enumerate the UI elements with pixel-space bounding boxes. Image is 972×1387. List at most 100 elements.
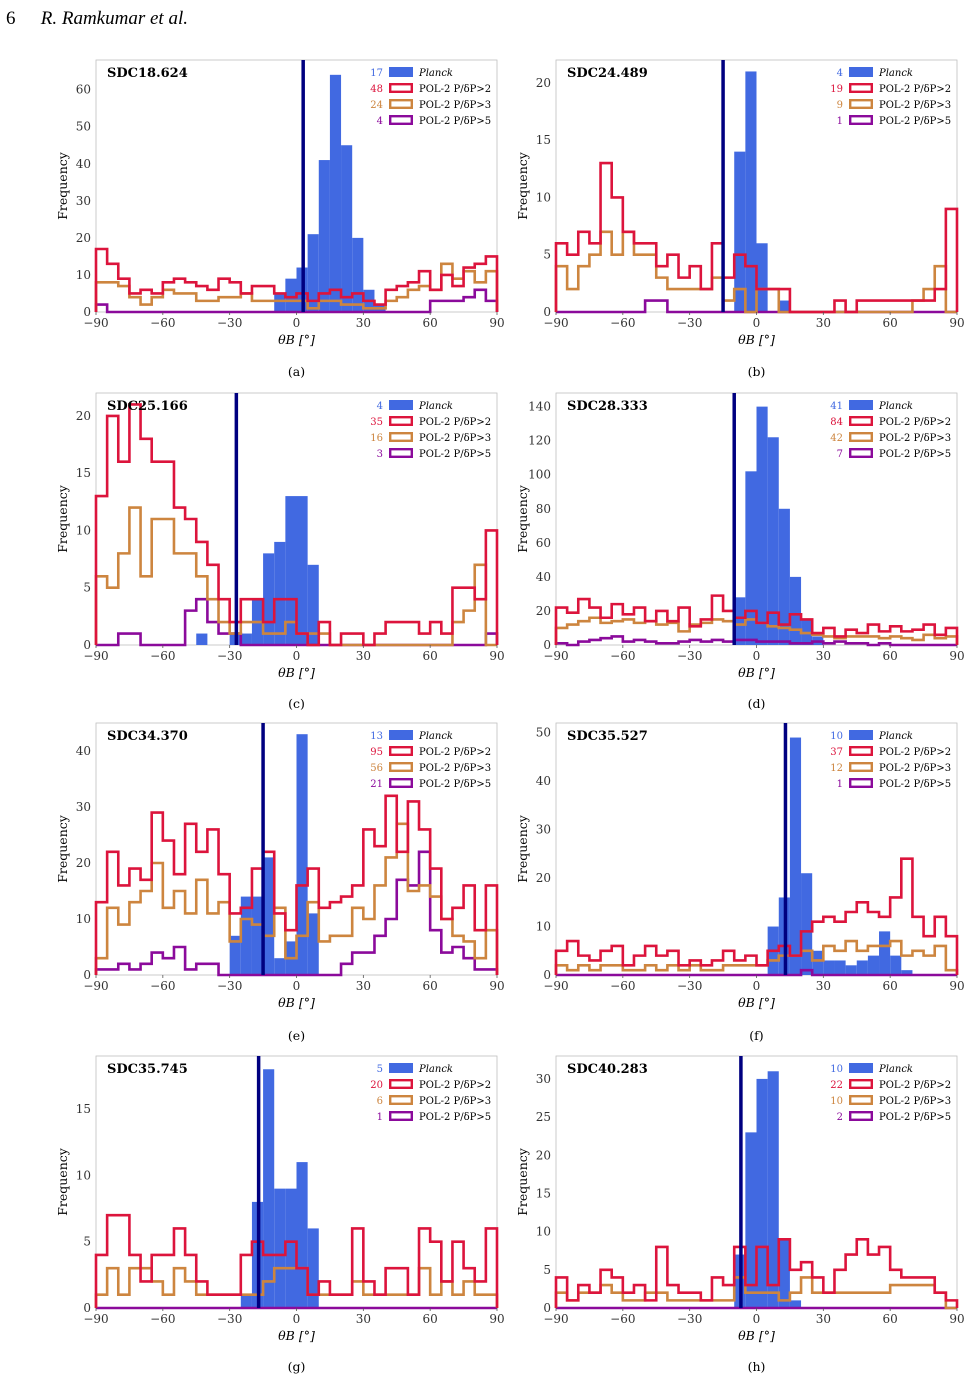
x-tick-label: 0 bbox=[293, 1312, 301, 1326]
legend-swatch bbox=[849, 1094, 874, 1105]
planck-bar bbox=[767, 1071, 779, 1308]
y-tick-label: 10 bbox=[76, 1168, 91, 1182]
planck-bar bbox=[307, 234, 319, 312]
planck-bar bbox=[745, 471, 757, 645]
legend-label: POL-2 P/δP>2 bbox=[419, 1080, 491, 1091]
page-header: 6 R. Ramkumar et al. bbox=[6, 8, 188, 30]
legend-label: Planck bbox=[878, 1064, 913, 1075]
legend-label: POL-2 P/δP>2 bbox=[879, 1080, 951, 1091]
planck-bar bbox=[767, 437, 779, 645]
pol2-snr5-step bbox=[554, 635, 957, 647]
pol2-snr3-step bbox=[94, 506, 497, 647]
x-axis-label: θB [°] bbox=[278, 332, 315, 347]
legend-label: Planck bbox=[418, 68, 453, 79]
legend-swatch bbox=[849, 1110, 874, 1121]
panel-caption: (d) bbox=[748, 696, 766, 711]
planck-bar bbox=[778, 1239, 790, 1308]
y-axis-label: Frequency bbox=[515, 151, 530, 220]
legend-count: 24 bbox=[370, 100, 383, 111]
planck-bar bbox=[801, 873, 813, 975]
pol2-snr5-step bbox=[556, 968, 957, 977]
y-axis-label: Frequency bbox=[55, 151, 70, 220]
x-tick-label: −90 bbox=[83, 316, 108, 330]
x-tick-label: −90 bbox=[83, 649, 108, 663]
legend-swatch bbox=[849, 1063, 873, 1073]
y-tick-label: 0 bbox=[543, 305, 551, 319]
panel-title: SDC28.333 bbox=[567, 399, 648, 414]
y-tick-label: 0 bbox=[543, 638, 551, 652]
legend-count: 4 bbox=[377, 401, 383, 412]
x-tick-label: 60 bbox=[423, 1312, 438, 1326]
pol2-snr5-step bbox=[94, 850, 499, 977]
planck-bar bbox=[318, 160, 330, 312]
planck-bar bbox=[285, 1188, 297, 1308]
panel-title: SDC24.489 bbox=[567, 66, 648, 81]
legend-count: 37 bbox=[830, 747, 843, 758]
y-tick-label: 40 bbox=[536, 570, 551, 584]
legend-count: 56 bbox=[370, 763, 383, 774]
y-tick-label: 50 bbox=[76, 120, 91, 134]
planck-bar bbox=[296, 1162, 308, 1308]
x-tick-label: −90 bbox=[543, 649, 568, 663]
y-tick-label: 50 bbox=[536, 726, 551, 740]
planck-bar bbox=[879, 931, 891, 975]
x-tick-label: 0 bbox=[753, 1312, 761, 1326]
panel-caption: (a) bbox=[288, 364, 305, 379]
legend-swatch bbox=[389, 1078, 414, 1089]
y-axis-label: Frequency bbox=[55, 1147, 70, 1216]
y-tick-label: 20 bbox=[536, 871, 551, 885]
legend-swatch bbox=[849, 98, 874, 109]
planck-bar bbox=[240, 633, 252, 645]
legend-label: POL-2 P/δP>2 bbox=[419, 417, 491, 428]
planck-bar bbox=[789, 737, 802, 975]
x-tick-label: −30 bbox=[217, 1312, 242, 1326]
running-title: R. Ramkumar et al. bbox=[40, 8, 188, 29]
plot-frame bbox=[555, 722, 958, 976]
x-tick-label: −60 bbox=[150, 649, 175, 663]
pol2-snr2-step bbox=[94, 403, 499, 647]
x-tick-label: −90 bbox=[83, 1312, 108, 1326]
planck-bar bbox=[789, 576, 802, 645]
legend-count: 4 bbox=[837, 68, 843, 79]
legend-label: POL-2 P/δP>3 bbox=[419, 100, 491, 111]
y-tick-label: 40 bbox=[76, 744, 91, 758]
histogram-panel-1: −90 −60 −30 0 30 60 90 0 10 20 30 40 50 60 θB [°] Frequ… bbox=[55, 59, 505, 379]
planck-bar bbox=[789, 1300, 802, 1308]
legend-count: 10 bbox=[830, 731, 843, 742]
legend-count: 12 bbox=[830, 763, 843, 774]
y-tick-label: 40 bbox=[536, 774, 551, 788]
panel-title: SDC35.745 bbox=[107, 1062, 188, 1077]
legend-swatch bbox=[389, 432, 414, 443]
x-tick-label: 60 bbox=[423, 979, 438, 993]
page-number: 6 bbox=[6, 8, 16, 29]
legend-label: Planck bbox=[418, 401, 453, 412]
planck-bar bbox=[823, 960, 835, 975]
legend-count: 2 bbox=[837, 1112, 843, 1123]
planck-bar bbox=[296, 734, 308, 975]
legend-swatch bbox=[389, 82, 414, 93]
planck-bar bbox=[756, 1078, 768, 1308]
y-tick-label: 20 bbox=[536, 76, 551, 90]
panel-title: SDC35.527 bbox=[567, 729, 648, 744]
legend-label: POL-2 P/δP>5 bbox=[879, 1112, 951, 1123]
x-tick-label: 0 bbox=[293, 316, 301, 330]
legend-count: 21 bbox=[370, 779, 383, 790]
x-tick-label: −60 bbox=[150, 316, 175, 330]
pol2-snr3-step bbox=[554, 230, 957, 314]
x-tick-label: −90 bbox=[83, 979, 108, 993]
planck-bar bbox=[285, 496, 297, 645]
y-tick-label: 30 bbox=[76, 194, 91, 208]
pol2-snr2-step bbox=[94, 794, 499, 975]
legend-count: 1 bbox=[837, 116, 843, 127]
legend-label: POL-2 P/δP>5 bbox=[879, 449, 951, 460]
legend-swatch bbox=[849, 67, 873, 77]
x-tick-label: 90 bbox=[489, 1312, 504, 1326]
x-tick-label: −30 bbox=[217, 316, 242, 330]
x-axis-label: θB [°] bbox=[738, 332, 775, 347]
y-tick-label: 20 bbox=[536, 1148, 551, 1162]
planck-bar bbox=[341, 145, 353, 312]
histogram-panel-2: −90 −60 −30 0 30 60 90 0 5 10 15 20 θB [°] Frequency S… bbox=[515, 59, 965, 379]
pol2-snr3-step bbox=[554, 616, 959, 645]
histogram-panel-6: −90 −60 −30 0 30 60 90 0 10 20 30 40 50 θB [°] Frequen… bbox=[515, 722, 965, 1043]
